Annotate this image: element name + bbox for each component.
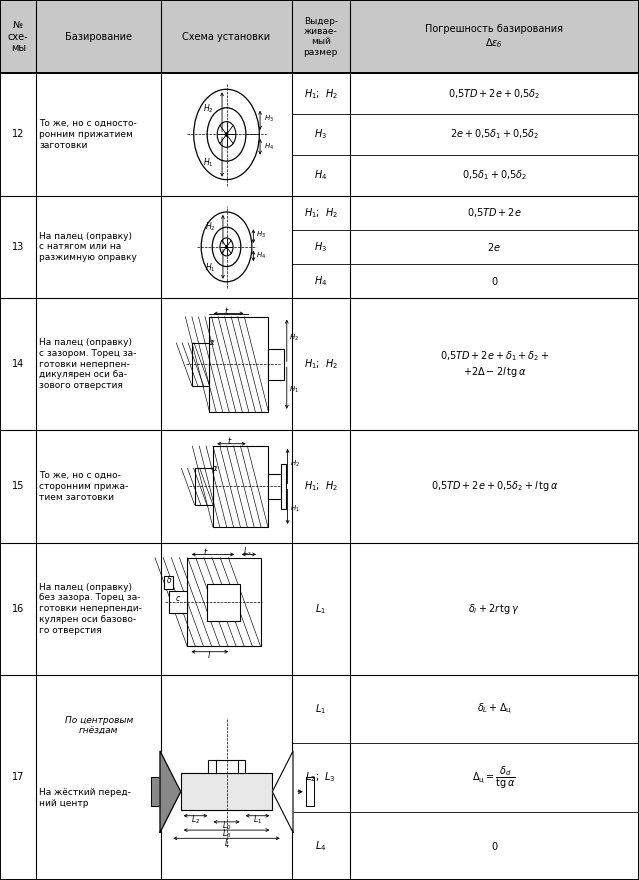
Bar xyxy=(306,777,314,806)
Bar xyxy=(194,468,213,504)
Text: $H_2$: $H_2$ xyxy=(289,459,300,469)
Text: $\alpha$: $\alpha$ xyxy=(208,338,215,348)
Bar xyxy=(210,317,268,412)
Bar xyxy=(208,583,240,620)
Text: $H_1$: $H_1$ xyxy=(205,261,215,274)
Text: То же, но с одно-
сторонним прижа-
тием заготовки: То же, но с одно- сторонним прижа- тием … xyxy=(39,471,128,502)
Text: $2e$: $2e$ xyxy=(488,241,501,253)
Text: $H_1$: $H_1$ xyxy=(289,385,299,395)
Text: $\delta$: $\delta$ xyxy=(166,574,172,584)
Bar xyxy=(164,576,173,589)
Circle shape xyxy=(225,132,228,136)
Text: $0{,}5TD+2e+\delta_1+\delta_2+$
$+2\Delta-2l\,\mathrm{tg}\,\alpha$: $0{,}5TD+2e+\delta_1+\delta_2+$ $+2\Delt… xyxy=(440,349,549,379)
Circle shape xyxy=(226,246,227,248)
Text: $H_1$: $H_1$ xyxy=(203,157,213,169)
Text: $H_2$: $H_2$ xyxy=(205,221,215,233)
Polygon shape xyxy=(272,751,293,832)
Text: $H_1$: $H_1$ xyxy=(289,503,300,514)
Text: $H_3$: $H_3$ xyxy=(314,128,327,142)
Text: $\delta_L+\Delta_\mathrm{ц}$: $\delta_L+\Delta_\mathrm{ц}$ xyxy=(477,701,512,716)
Text: Схема установки: Схема установки xyxy=(183,32,270,41)
Text: $t$: $t$ xyxy=(203,546,208,557)
Text: $t$: $t$ xyxy=(227,435,232,446)
Text: $\alpha$: $\alpha$ xyxy=(211,464,219,473)
Polygon shape xyxy=(160,751,181,832)
Text: $\delta_l+2r\,\mathrm{tg}\,\gamma$: $\delta_l+2r\,\mathrm{tg}\,\gamma$ xyxy=(468,602,520,616)
Bar xyxy=(0,0,639,73)
Text: $2e+0{,}5\delta_1+0{,}5\delta_2$: $2e+0{,}5\delta_1+0{,}5\delta_2$ xyxy=(450,128,539,142)
Text: $\Delta_\mathrm{ц}=\dfrac{\delta_d}{\mathrm{tg}\,\alpha}$: $\Delta_\mathrm{ц}=\dfrac{\delta_d}{\mat… xyxy=(472,764,516,791)
Text: По центровым
гнёздам: По центровым гнёздам xyxy=(65,716,133,736)
Text: На жёсткий перед-
ний центр: На жёсткий перед- ний центр xyxy=(39,788,131,808)
Bar xyxy=(187,558,261,647)
Text: $L$: $L$ xyxy=(224,837,229,847)
Bar xyxy=(169,591,187,613)
Text: $L_2$;  $L_3$: $L_2$; $L_3$ xyxy=(305,770,336,784)
Text: $L_3$: $L_3$ xyxy=(222,827,231,840)
Text: Базирование: Базирование xyxy=(65,32,132,41)
Bar xyxy=(268,348,284,379)
Text: $t$: $t$ xyxy=(224,304,230,316)
Text: $H_3$: $H_3$ xyxy=(256,231,266,240)
Text: На палец (оправку)
с натягом или на
разжимную оправку: На палец (оправку) с натягом или на разж… xyxy=(39,231,137,262)
Text: Выдер-
живае-
мый
размер: Выдер- живае- мый размер xyxy=(304,17,338,57)
Text: $0{,}5TD+2e$: $0{,}5TD+2e$ xyxy=(467,206,521,219)
Text: 17: 17 xyxy=(12,773,24,782)
Text: $l$: $l$ xyxy=(207,649,212,661)
Bar xyxy=(281,464,286,509)
Bar xyxy=(181,774,272,810)
Text: $L_4$: $L_4$ xyxy=(315,839,327,853)
Text: $H_1$;  $H_2$: $H_1$; $H_2$ xyxy=(304,480,338,494)
Bar xyxy=(268,474,281,499)
Text: $L_s$: $L_s$ xyxy=(243,546,252,558)
Text: $H_4$: $H_4$ xyxy=(264,143,274,152)
Text: 16: 16 xyxy=(12,604,24,613)
Text: $H_1$;  $H_2$: $H_1$; $H_2$ xyxy=(304,357,338,371)
Text: $H_3$: $H_3$ xyxy=(314,240,327,253)
Text: $H_2$: $H_2$ xyxy=(289,333,299,343)
Bar xyxy=(213,446,268,527)
Bar xyxy=(151,777,160,806)
Text: 13: 13 xyxy=(12,242,24,252)
Text: $c$: $c$ xyxy=(175,594,181,603)
Text: Погрешность базирования
$\Delta\varepsilon_б$: Погрешность базирования $\Delta\varepsil… xyxy=(426,24,563,49)
Bar xyxy=(208,760,245,774)
Text: $L_1$: $L_1$ xyxy=(253,813,262,825)
Text: $0{,}5TD+2e+0{,}5\delta_2+l\,\mathrm{tg}\,\alpha$: $0{,}5TD+2e+0{,}5\delta_2+l\,\mathrm{tg}… xyxy=(431,480,558,494)
Text: $0$: $0$ xyxy=(491,840,498,852)
Text: $L_0$: $L_0$ xyxy=(222,819,231,832)
Text: 12: 12 xyxy=(12,129,24,139)
Text: №
схе-
мы: № схе- мы xyxy=(8,20,29,54)
Text: $L_2$: $L_2$ xyxy=(191,813,200,825)
Text: $H_2$: $H_2$ xyxy=(203,103,213,115)
Text: $0$: $0$ xyxy=(491,275,498,287)
Text: $H_1$;  $H_2$: $H_1$; $H_2$ xyxy=(304,206,338,220)
Text: То же, но с односто-
ронним прижатием
заготовки: То же, но с односто- ронним прижатием за… xyxy=(39,119,137,150)
Bar xyxy=(192,343,210,385)
Text: 14: 14 xyxy=(12,359,24,370)
Text: $0{,}5\delta_1+0{,}5\delta_2$: $0{,}5\delta_1+0{,}5\delta_2$ xyxy=(462,168,527,182)
Text: $L_1$: $L_1$ xyxy=(315,602,327,616)
Text: $H_4$: $H_4$ xyxy=(314,168,327,182)
Text: $H_3$: $H_3$ xyxy=(264,114,273,124)
Text: $H_4$: $H_4$ xyxy=(256,251,266,261)
Text: На палец (оправку)
без зазора. Торец за-
готовки неперпенди-
кулярен оси базово-: На палец (оправку) без зазора. Торец за-… xyxy=(39,583,142,634)
Text: На палец (оправку)
с зазором. Торец за-
готовки неперпен-
дикулярен оси ба-
зово: На палец (оправку) с зазором. Торец за- … xyxy=(39,338,136,390)
Text: $L_1$: $L_1$ xyxy=(315,702,327,715)
Text: $H_1$;  $H_2$: $H_1$; $H_2$ xyxy=(304,87,338,100)
Text: 15: 15 xyxy=(12,481,24,491)
Text: $0{,}5TD+2e+0{,}5\delta_2$: $0{,}5TD+2e+0{,}5\delta_2$ xyxy=(448,87,541,100)
Text: $H_4$: $H_4$ xyxy=(314,275,327,288)
